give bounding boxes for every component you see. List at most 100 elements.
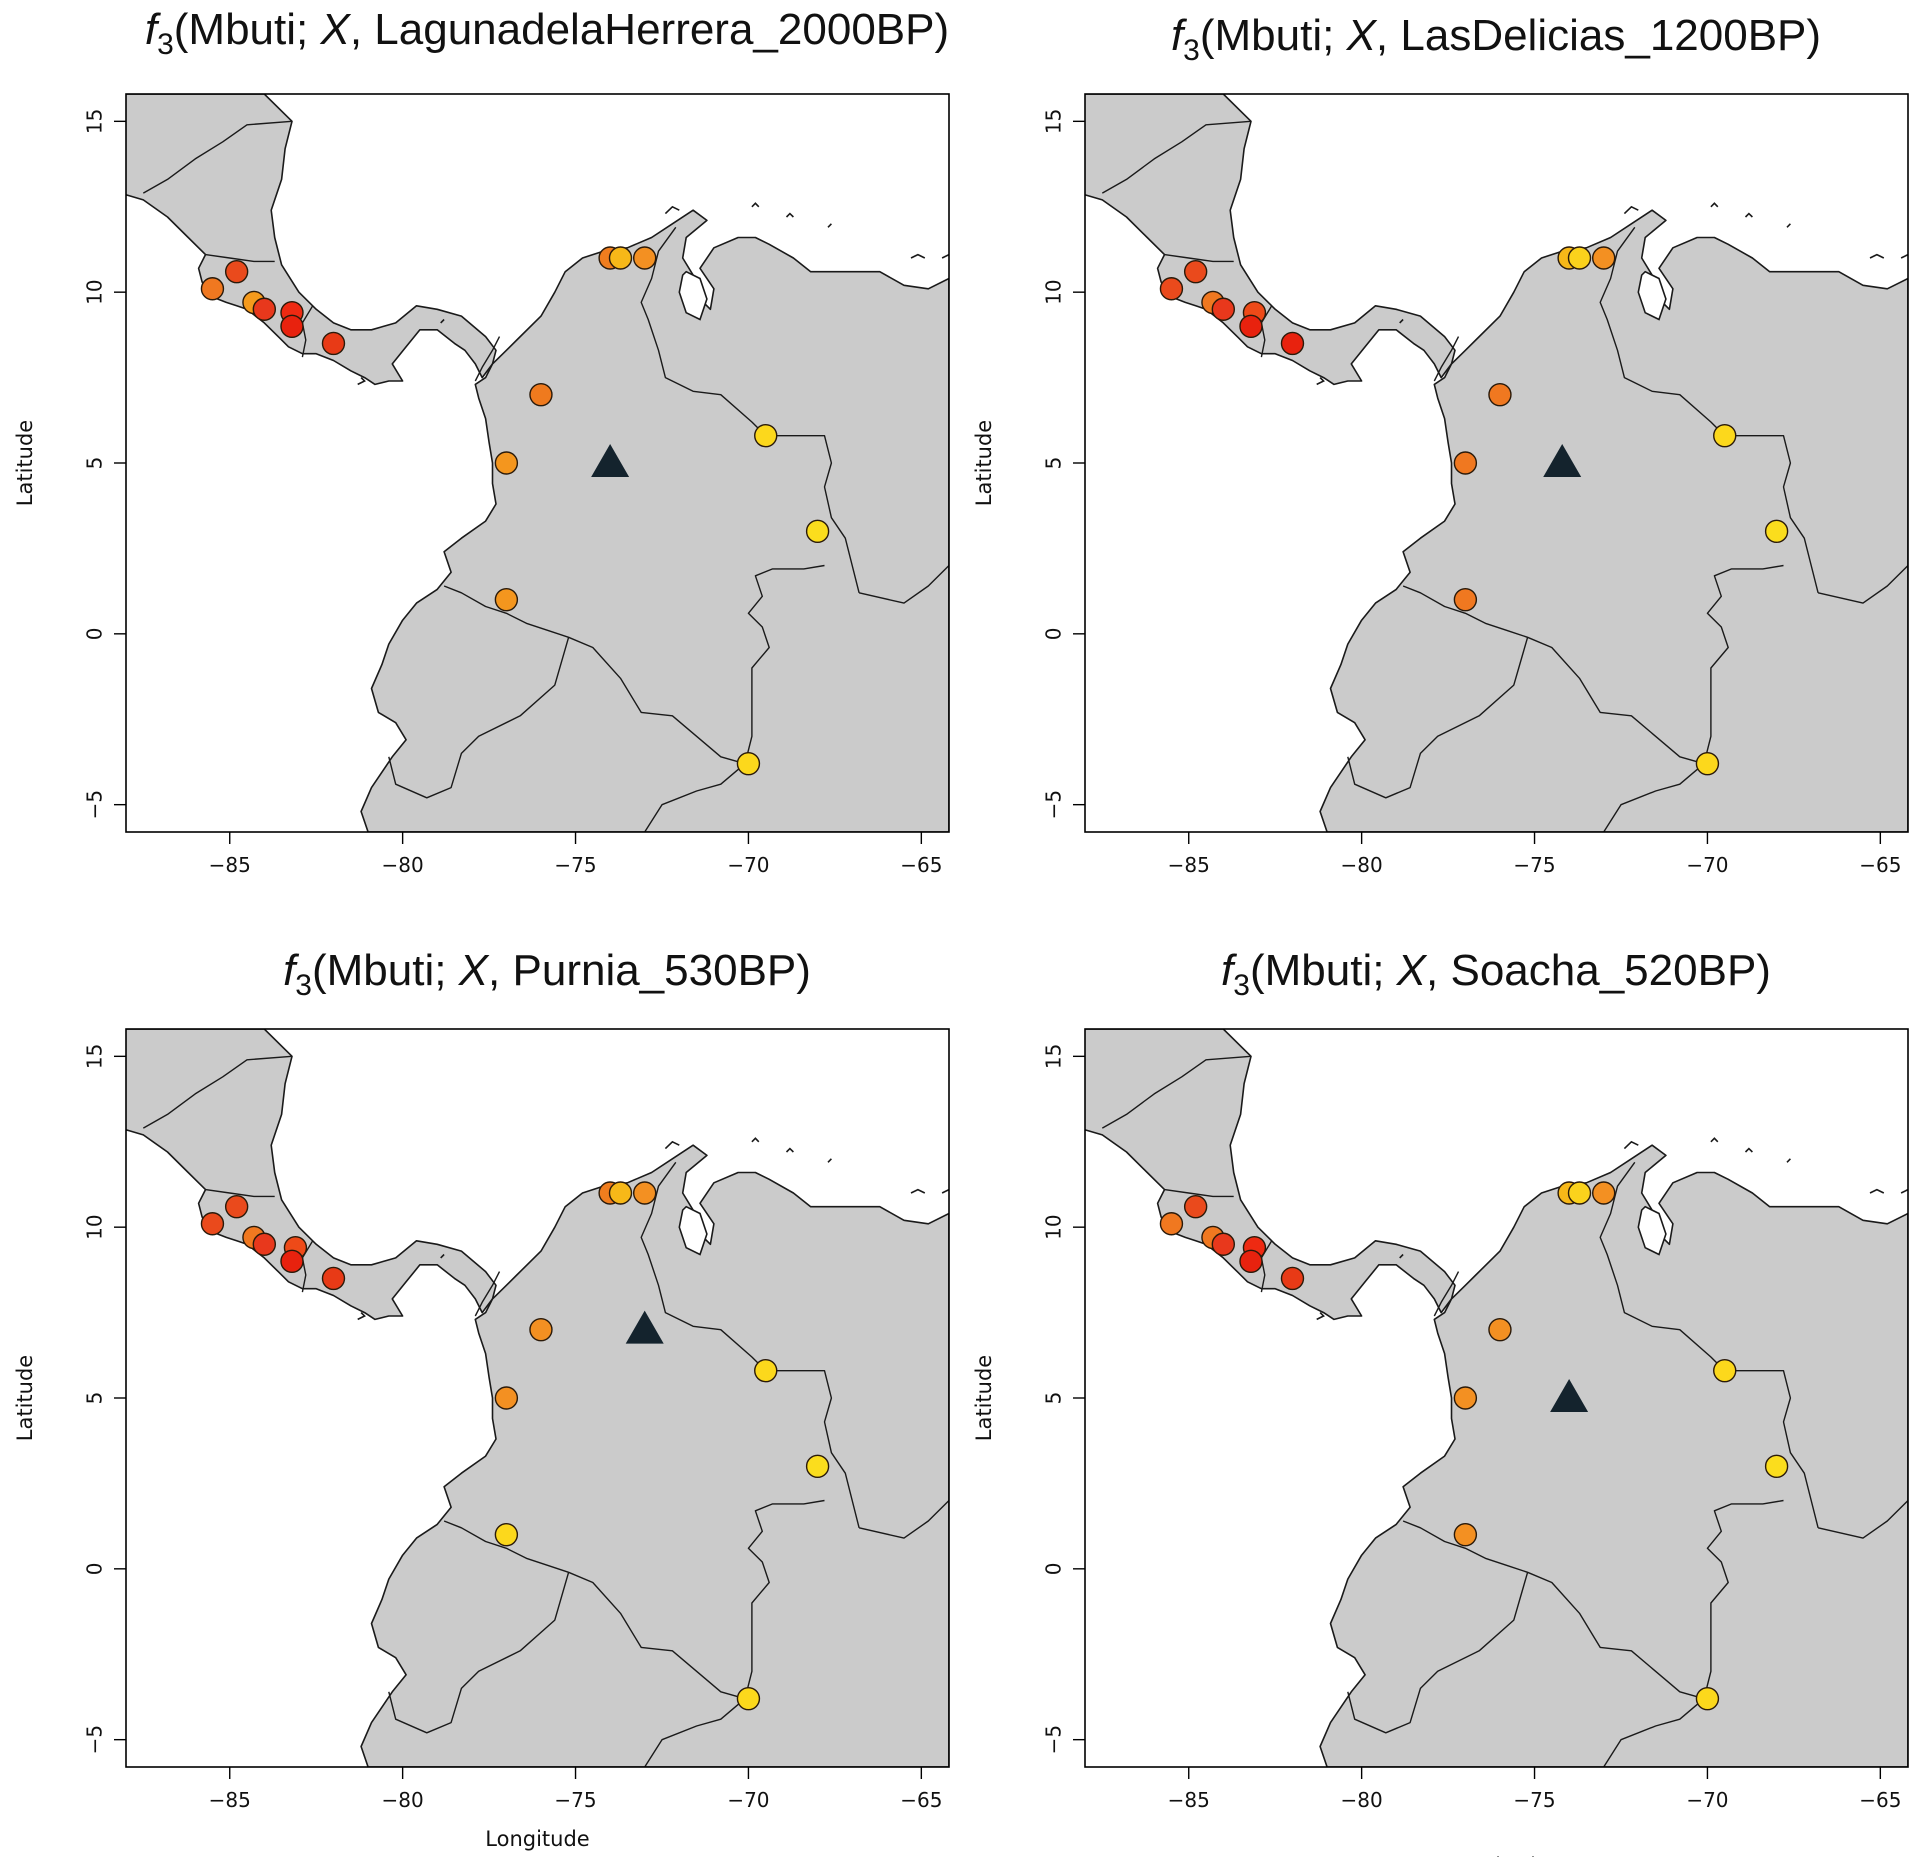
- y-tick-label: 15: [1042, 109, 1066, 134]
- y-tick-label: 0: [1042, 1562, 1066, 1575]
- country-border: [142, 1055, 293, 1129]
- title-population: , LagunadelaHerrera_2000BP): [350, 5, 949, 54]
- y-tick-label: 0: [83, 627, 107, 640]
- sample-point: [1159, 1212, 1184, 1236]
- sample-point: [1488, 382, 1512, 407]
- country-border: [205, 1188, 275, 1198]
- panels-layer: −85 −80 −75 −70 −65 −5 0 5 10 15 Latitude f3(Mbuti;…: [13, 5, 1909, 1857]
- island: [1710, 202, 1719, 208]
- sample-point: [494, 587, 519, 612]
- country-border: [744, 564, 825, 764]
- country-border: [644, 1698, 746, 1767]
- x-tick-label: −80: [1341, 853, 1383, 877]
- country-border: [205, 253, 275, 263]
- x-tick-label: −75: [554, 1788, 596, 1812]
- sample-point: [280, 314, 304, 339]
- island: [1316, 377, 1325, 386]
- country-border: [1164, 1188, 1234, 1198]
- land-mass: [360, 209, 949, 832]
- land-mass: [1085, 1029, 1456, 1321]
- island: [1900, 253, 1908, 259]
- island: [1786, 223, 1791, 228]
- island: [785, 1147, 794, 1153]
- country-border: [301, 1240, 314, 1293]
- x-tick-label: −65: [900, 1788, 942, 1812]
- sample-point: [805, 519, 830, 544]
- panel-title: f3(Mbuti; X, LasDelicias_1200BP): [1171, 11, 1821, 67]
- sample-point: [252, 1232, 277, 1256]
- y-tick-label: 5: [1042, 1392, 1066, 1405]
- sample-point: [1591, 246, 1616, 270]
- sample-point: [321, 331, 346, 356]
- country-border: [1260, 1240, 1273, 1293]
- sample-point: [494, 1522, 519, 1547]
- map-panel: −85 −80 −75 −70 −65 −5 0 5 10 15 Latitude f3(Mbuti;…: [13, 946, 950, 1812]
- country-border: [443, 585, 746, 765]
- island: [1744, 212, 1753, 218]
- title-body: (Mbuti;: [1200, 11, 1347, 60]
- island: [1623, 1140, 1639, 1150]
- x-tick-label: −85: [1168, 853, 1210, 877]
- island: [751, 1137, 760, 1143]
- sample-point: [224, 259, 249, 284]
- map-panel: −85 −80 −75 −70 −65 −5 0 5 10 15 Latitude f3(Mbuti;…: [13, 5, 950, 877]
- map-panel: −85 −80 −75 −70 −65 −5 0 5 10 15 Latitude f3(Mbuti;…: [972, 11, 1909, 877]
- sample-point: [1211, 1232, 1236, 1256]
- lake-maracaibo: [678, 270, 708, 321]
- title-population: , Purnia_530BP): [488, 946, 811, 995]
- sample-point: [252, 297, 277, 321]
- sample-point: [1713, 1358, 1737, 1383]
- country-border: [858, 1500, 949, 1539]
- island: [357, 1312, 366, 1321]
- y-tick-label: 10: [83, 279, 107, 304]
- country-border: [1347, 1572, 1529, 1734]
- sample-point: [280, 1249, 304, 1274]
- island: [1399, 1253, 1404, 1259]
- x-axis-title: Longitude: [1444, 1854, 1548, 1857]
- x-tick-label: −85: [1168, 1788, 1210, 1812]
- country-border: [142, 120, 293, 194]
- country-border: [744, 1499, 825, 1699]
- title-population: , LasDelicias_1200BP): [1376, 11, 1821, 60]
- y-tick-label: 5: [83, 1392, 107, 1405]
- island: [785, 212, 794, 218]
- panel-title: f3(Mbuti; X, Purnia_530BP): [283, 946, 811, 1002]
- country-border: [1603, 1698, 1705, 1767]
- sample-point: [736, 1686, 761, 1711]
- sample-point: [1764, 519, 1789, 544]
- country-border: [1703, 1499, 1784, 1699]
- title-subscript: 3: [1183, 34, 1200, 67]
- y-tick-label: −5: [1042, 1725, 1066, 1754]
- sample-point: [200, 1212, 225, 1236]
- country-border: [1433, 1271, 1460, 1317]
- sample-point: [754, 423, 778, 448]
- island: [664, 205, 680, 215]
- title-variable: X: [319, 5, 351, 54]
- country-border: [1433, 336, 1460, 382]
- y-tick-label: 10: [1042, 1214, 1066, 1239]
- y-tick-label: 0: [1042, 627, 1066, 640]
- country-border: [1703, 564, 1784, 764]
- label-layer: Longitude: [485, 1827, 589, 1851]
- land-mass: [1319, 209, 1908, 832]
- island: [440, 318, 445, 324]
- target-site-triangle: [1543, 444, 1582, 477]
- island: [1316, 1312, 1325, 1321]
- sample-point: [1453, 1522, 1478, 1547]
- country-border: [1402, 585, 1705, 765]
- sample-point: [1695, 1686, 1720, 1711]
- y-tick-label: 0: [83, 1562, 107, 1575]
- sample-point: [321, 1266, 346, 1291]
- x-tick-label: −80: [382, 1788, 424, 1812]
- title-subscript: 3: [157, 28, 174, 61]
- island: [1869, 253, 1885, 259]
- sample-point: [1453, 1386, 1478, 1410]
- sample-point: [608, 1181, 633, 1205]
- sample-point: [1713, 423, 1737, 448]
- sample-point: [1591, 1181, 1616, 1205]
- country-border: [1599, 226, 1819, 593]
- sample-point: [200, 277, 225, 301]
- island: [1623, 205, 1639, 215]
- sample-point: [1211, 297, 1236, 321]
- x-tick-label: −80: [382, 853, 424, 877]
